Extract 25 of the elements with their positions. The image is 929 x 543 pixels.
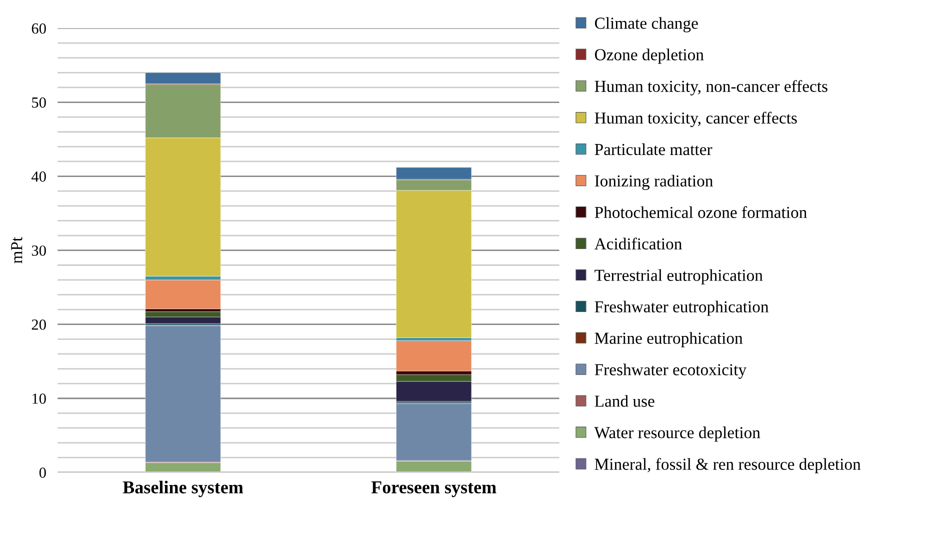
legend-label: Human toxicity, cancer effects (594, 112, 797, 128)
x-tick-label: Foreseen system (371, 481, 496, 498)
legend-label: Land use (594, 395, 654, 407)
y-axis-title: mPt (11, 236, 22, 264)
legend-label: Ionizing radiation (594, 174, 713, 190)
legend-label: Climate change (594, 17, 698, 32)
y-tick-label: 0 (39, 468, 46, 478)
legend-label: Acidification (594, 238, 682, 250)
legend-label: Ozone depletion (594, 48, 704, 64)
legend-label: Freshwater ecotoxicity (594, 364, 746, 379)
legend-label: Mineral, fossil & ren resource depletion (594, 458, 861, 474)
y-tick-label: 60 (32, 23, 46, 34)
legend-label: Photochemical ozone formation (594, 206, 807, 218)
x-tick-label: Baseline system (122, 480, 244, 498)
legend-label: Terrestrial eutrophication (594, 269, 763, 284)
legend-label: Human toxicity, non-cancer effects (594, 80, 828, 96)
y-tick-label: 10 (32, 394, 46, 404)
y-tick-label: 30 (32, 245, 46, 256)
y-tick-label: 20 (32, 319, 46, 330)
legend-label: Freshwater eutrophication (594, 300, 769, 316)
legend-label: Water resource depletion (594, 426, 760, 442)
y-tick-label: 50 (32, 97, 46, 108)
legend-label: Particulate matter (594, 143, 712, 156)
y-tick-label: 40 (32, 171, 46, 182)
legend-label: Marine eutrophication (594, 332, 743, 348)
